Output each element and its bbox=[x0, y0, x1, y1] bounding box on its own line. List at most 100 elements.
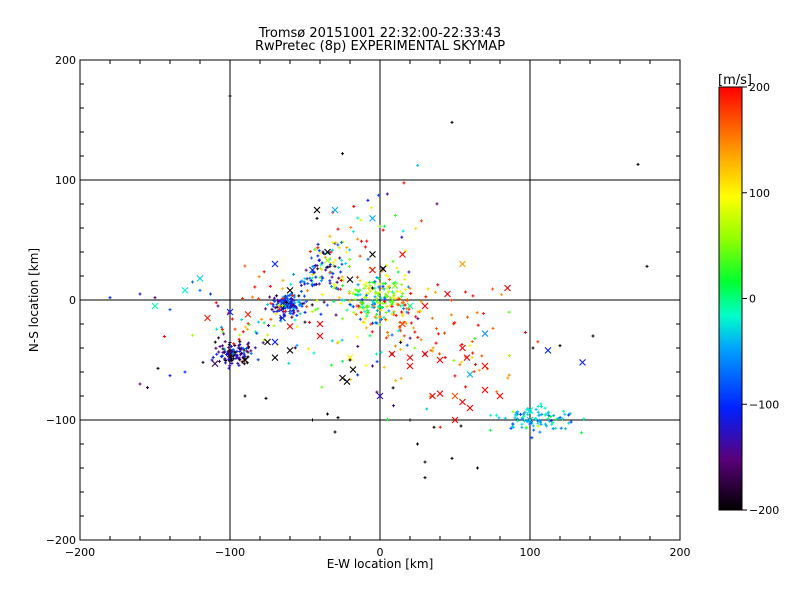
data-point bbox=[227, 346, 231, 350]
data-point bbox=[371, 280, 375, 284]
data-point bbox=[530, 436, 534, 440]
data-point bbox=[438, 425, 442, 429]
data-point bbox=[240, 318, 244, 322]
data-point bbox=[266, 323, 270, 327]
data-point bbox=[519, 412, 523, 416]
data-point bbox=[540, 405, 544, 409]
data-point bbox=[459, 424, 463, 428]
data-point bbox=[340, 258, 344, 262]
data-point bbox=[291, 306, 295, 310]
colorbar-bar bbox=[719, 87, 742, 510]
data-point bbox=[108, 296, 112, 300]
data-point bbox=[289, 282, 293, 286]
data-point bbox=[371, 364, 374, 368]
data-point bbox=[368, 289, 372, 293]
data-point bbox=[236, 346, 240, 350]
data-point bbox=[263, 307, 267, 311]
data-point bbox=[400, 292, 404, 296]
data-point bbox=[274, 312, 278, 316]
data-point bbox=[289, 310, 293, 314]
x-tick-label: 100 bbox=[520, 546, 541, 559]
data-point bbox=[353, 298, 357, 302]
colorbar-label: [m/s] bbox=[718, 73, 752, 88]
data-point bbox=[464, 385, 468, 389]
data-point bbox=[329, 250, 333, 254]
data-point bbox=[237, 363, 241, 367]
data-point bbox=[466, 315, 470, 319]
data-point bbox=[382, 365, 386, 369]
data-point bbox=[227, 359, 231, 363]
data-point bbox=[459, 360, 463, 364]
data-point bbox=[385, 287, 389, 291]
data-point bbox=[449, 313, 453, 317]
data-point bbox=[238, 350, 242, 354]
data-point bbox=[260, 317, 264, 321]
data-point bbox=[369, 206, 373, 210]
data-point bbox=[423, 460, 427, 464]
y-tick-label: 0 bbox=[69, 294, 76, 307]
data-point bbox=[419, 300, 423, 304]
data-point bbox=[380, 317, 384, 321]
data-point bbox=[548, 419, 552, 423]
data-point bbox=[387, 289, 391, 293]
data-point-large bbox=[369, 266, 376, 274]
data-point bbox=[538, 413, 542, 417]
data-point bbox=[310, 303, 314, 307]
data-point bbox=[370, 305, 374, 309]
data-point bbox=[310, 282, 314, 286]
data-point bbox=[340, 240, 344, 244]
data-point bbox=[550, 422, 554, 426]
data-point bbox=[315, 264, 319, 268]
data-point bbox=[406, 285, 410, 289]
data-point bbox=[363, 310, 367, 314]
data-point bbox=[138, 382, 142, 386]
data-point bbox=[215, 327, 219, 331]
data-point-large bbox=[399, 251, 406, 258]
data-point bbox=[534, 417, 538, 421]
data-point bbox=[416, 317, 420, 321]
data-point-large bbox=[369, 251, 376, 258]
data-point bbox=[243, 394, 247, 398]
data-point bbox=[271, 302, 275, 306]
data-point bbox=[345, 246, 349, 250]
data-point-large bbox=[399, 320, 406, 328]
data-point bbox=[463, 290, 467, 294]
data-point bbox=[310, 276, 314, 280]
colorbar-tick-label: −200 bbox=[749, 504, 779, 517]
data-point bbox=[347, 264, 351, 268]
data-point bbox=[333, 284, 337, 288]
data-point bbox=[364, 245, 368, 249]
data-point bbox=[375, 321, 379, 325]
data-point-large bbox=[264, 338, 271, 346]
data-point bbox=[330, 248, 334, 252]
data-point bbox=[310, 310, 314, 314]
data-point bbox=[543, 406, 547, 410]
data-point bbox=[223, 361, 227, 365]
data-point bbox=[198, 288, 202, 292]
x-axis-label: E-W location [km] bbox=[327, 557, 434, 571]
data-point bbox=[475, 311, 479, 315]
data-point bbox=[351, 230, 355, 234]
data-point-large bbox=[481, 362, 489, 370]
data-point bbox=[531, 424, 535, 428]
data-point-large bbox=[376, 392, 384, 400]
data-point bbox=[269, 317, 273, 321]
data-point bbox=[345, 308, 349, 312]
data-point bbox=[402, 334, 406, 338]
data-point bbox=[347, 291, 351, 295]
data-point bbox=[494, 413, 498, 417]
data-point bbox=[270, 307, 274, 311]
data-point bbox=[321, 250, 325, 254]
data-point bbox=[262, 270, 266, 274]
data-point bbox=[370, 299, 374, 303]
data-point bbox=[363, 321, 367, 325]
data-point bbox=[491, 287, 495, 291]
data-point bbox=[330, 339, 334, 343]
data-point bbox=[388, 300, 392, 304]
data-point bbox=[539, 420, 543, 424]
data-point bbox=[341, 317, 345, 321]
data-point-large bbox=[271, 354, 279, 361]
data-point bbox=[231, 349, 235, 353]
data-point bbox=[416, 310, 420, 314]
data-point bbox=[458, 363, 462, 367]
